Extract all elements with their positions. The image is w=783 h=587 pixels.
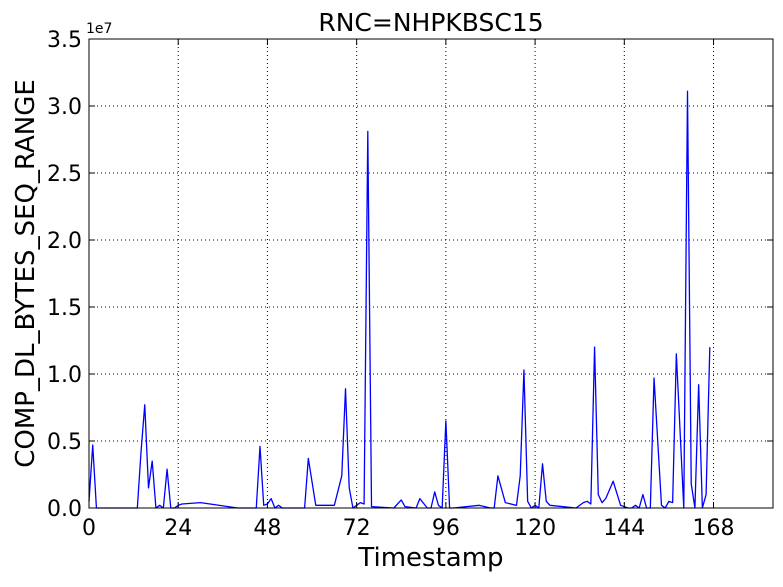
tick-labels: 0 24 48 72 96 120 144 168 0.0 0.5 1.0 1.5 2.0 2.5 3.0 3… xyxy=(47,28,735,541)
y-offset-label: 1e7 xyxy=(86,21,112,37)
y-axis-label: COMP_DL_BYTES_SEQ_RANGE xyxy=(11,79,41,468)
y-tick-label: 3.5 xyxy=(47,28,82,53)
x-tick-label: 96 xyxy=(432,516,460,541)
y-tick-label: 1.5 xyxy=(47,296,82,321)
x-tick-label: 72 xyxy=(343,516,371,541)
y-tick-label: 2.5 xyxy=(47,162,82,187)
plot-background xyxy=(89,39,773,508)
x-tick-label: 120 xyxy=(514,516,556,541)
x-tick-label: 144 xyxy=(603,516,645,541)
x-tick-label: 168 xyxy=(693,516,735,541)
x-tick-label: 0 xyxy=(82,516,96,541)
y-tick-label: 1.0 xyxy=(47,363,82,388)
plot-frame xyxy=(88,38,774,509)
y-tick-label: 3.0 xyxy=(47,95,82,120)
tick-marks xyxy=(88,38,773,509)
chart-title: RNC=NHPKBSC15 xyxy=(318,8,543,37)
x-tick-label: 24 xyxy=(164,516,192,541)
y-tick-label: 0.5 xyxy=(47,430,82,455)
x-axis-label: Timestamp xyxy=(357,543,503,573)
y-tick-label: 2.0 xyxy=(47,229,82,254)
y-tick-label: 0.0 xyxy=(47,497,82,522)
x-tick-label: 48 xyxy=(253,516,281,541)
